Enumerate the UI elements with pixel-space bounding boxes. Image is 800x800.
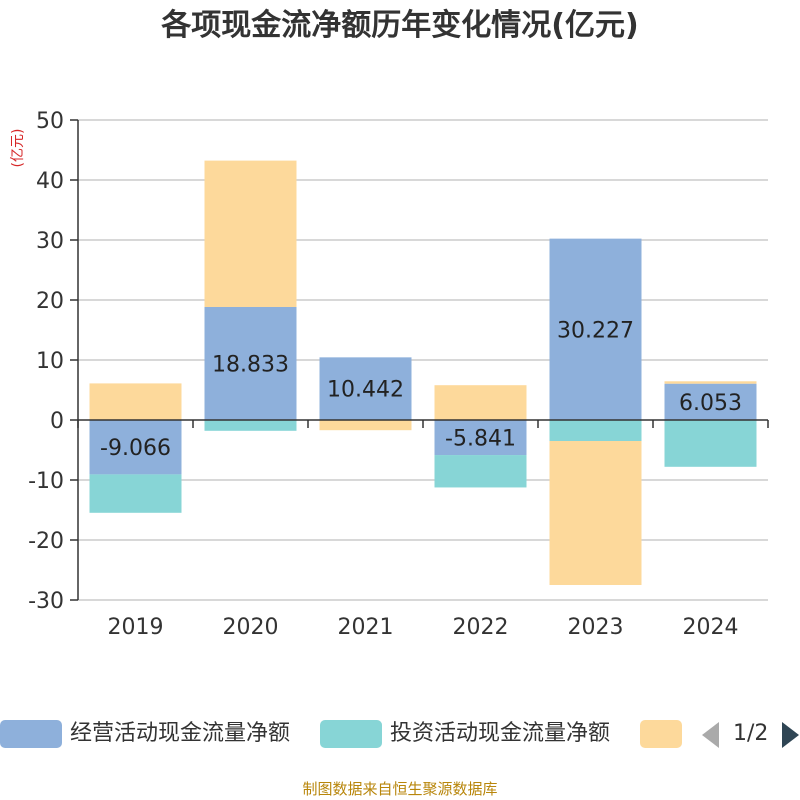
source-note: 制图数据来自恒生聚源数据库 [302,780,498,798]
bar-2020-series-2[interactable] [204,160,297,308]
bars[interactable] [89,160,757,585]
y-tick-label: 40 [36,169,64,194]
x-tick-label: 2023 [568,615,624,640]
legend-label-operating: 经营活动现金流量净额 [70,721,291,746]
legend-swatch-operating [0,720,62,748]
bar-2024-series-1[interactable] [664,420,757,467]
chart-title: 各项现金流净额历年变化情况(亿元) [161,8,639,43]
y-tick-label: 50 [36,109,64,134]
data-label-2024: 6.053 [679,391,742,416]
y-tick-label: 10 [36,349,64,374]
bar-2019-series-1[interactable] [89,474,182,513]
x-tick-label: 2024 [683,615,739,640]
legend-prev-page-icon[interactable] [702,722,719,748]
legend-next-page-icon[interactable] [782,722,799,748]
bar-2022-series-2[interactable] [434,385,527,420]
y-tick-label: 20 [36,289,64,314]
bar-2019-series-2[interactable] [89,383,182,420]
legend: 经营活动现金流量净额 投资活动现金流量净额 1/2 [0,714,800,754]
data-label-2020: 18.833 [212,353,289,378]
y-tick-label: -20 [28,529,64,554]
bar-2022-series-1[interactable] [434,455,527,488]
bar-2024-series-2[interactable] [664,381,757,384]
legend-swatch-financing [640,720,682,748]
data-label-2021: 10.442 [327,378,404,403]
legend-label-investing: 投资活动现金流量净额 [390,721,611,746]
bar-2020-series-0[interactable] [204,307,297,420]
y-tick-label: 30 [36,229,64,254]
bar-2019-series-0[interactable] [89,420,182,475]
x-tick-label: 2022 [453,615,509,640]
data-label-2022: -5.841 [445,427,516,452]
y-tick-label: 0 [50,409,64,434]
data-label-2019: -9.066 [100,436,171,461]
bar-2023-series-0[interactable] [549,238,642,420]
y-tick-label: -30 [28,589,64,614]
axes: 50 40 30 20 10 0 -10 -20 -30 (亿元) 2019 2020 2021 2022… [10,109,769,640]
bar-2021-series-0[interactable] [319,357,412,420]
data-labels: -9.066 18.833 10.442 -5.841 30.227 6.053 [100,318,742,461]
y-axis-label: (亿元) [10,129,26,168]
x-tick-label: 2019 [108,615,164,640]
data-label-2023: 30.227 [557,318,634,343]
legend-page-indicator: 1/2 [733,721,769,746]
bar-2024-series-0[interactable] [664,383,757,420]
bar-2021-series-2[interactable] [319,420,412,431]
bar-2023-series-2[interactable] [549,441,642,585]
x-tick-label: 2021 [338,615,394,640]
legend-swatch-investing [320,720,382,748]
bar-2022-series-0[interactable] [434,420,527,456]
bar-2020-series-1[interactable] [204,420,297,431]
grid-lines [78,119,768,601]
chart-plot-area: 50 40 30 20 10 0 -10 -20 -30 (亿元) 2019 2020 2021 2022… [10,109,769,640]
x-tick-label: 2020 [223,615,279,640]
y-tick-label: -10 [28,469,64,494]
bar-2023-series-1[interactable] [549,420,642,441]
